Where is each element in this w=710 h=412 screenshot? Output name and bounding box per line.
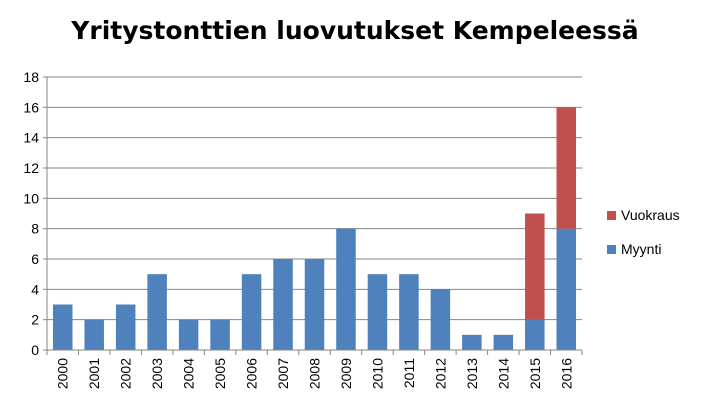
x-tick-label: 2009 <box>338 358 354 389</box>
x-tick-label: 2012 <box>432 358 448 389</box>
bar-myynti-2009 <box>336 228 356 350</box>
axes <box>43 76 583 355</box>
x-tick-label: 2013 <box>464 358 480 389</box>
x-tick-label: 2008 <box>307 358 323 389</box>
bar-myynti-2016 <box>556 228 577 350</box>
bar-myynti-2002 <box>115 304 136 350</box>
bar-myynti-2001 <box>84 319 104 350</box>
x-tick-label: 2011 <box>401 358 417 388</box>
bar-myynti-2010 <box>367 274 388 350</box>
x-tick-label: 2000 <box>55 358 71 389</box>
x-tick-label: 2001 <box>86 358 102 389</box>
bar-myynti-2005 <box>210 319 230 350</box>
y-tick-label: 12 <box>23 160 39 176</box>
x-tick-label: 2007 <box>275 358 291 389</box>
bar-myynti-2003 <box>147 274 167 350</box>
x-tick-label: 2014 <box>495 358 511 389</box>
x-tick-labels: 2000 2001 2002 2003 2004 2005 2006 2007 2008 2009… <box>55 358 575 389</box>
y-tick-label: 8 <box>31 221 39 237</box>
bar-myynti-2011 <box>399 274 419 350</box>
legend-label-myynti: Myynti <box>621 241 661 257</box>
bar-vuokraus-2016 <box>556 107 577 229</box>
x-tick-label: 2015 <box>527 358 543 389</box>
y-tick-label: 2 <box>31 312 39 328</box>
bar-myynti-2013 <box>462 334 482 350</box>
x-tick-label: 2016 <box>558 358 574 389</box>
bar-myynti-2012 <box>430 289 451 350</box>
y-tick-label: 4 <box>31 281 39 297</box>
bar-vuokraus-2015 <box>525 213 545 320</box>
bar-myynti-2007 <box>273 259 293 350</box>
legend-swatch-myynti <box>607 245 616 254</box>
x-tick-label: 2002 <box>118 358 134 389</box>
legend-label-vuokraus: Vuokraus <box>621 207 680 223</box>
y-tick-label: 16 <box>23 99 39 115</box>
bar-myynti-2006 <box>241 274 262 350</box>
x-tick-label: 2005 <box>212 358 228 389</box>
y-tick-label: 10 <box>23 190 39 206</box>
bar-myynti-2015 <box>525 319 545 350</box>
legend-swatch-vuokraus <box>607 211 616 220</box>
x-tick-label: 2010 <box>369 358 385 389</box>
bar-myynti-2008 <box>304 259 325 350</box>
bar-myynti-2004 <box>178 319 199 350</box>
y-tick-label: 18 <box>23 69 39 85</box>
bar-myynti-2000 <box>52 304 73 350</box>
y-tick-labels: 0 2 4 6 8 10 12 14 16 18 <box>23 69 39 358</box>
x-tick-label: 2004 <box>181 358 197 389</box>
bars <box>52 107 577 350</box>
y-tick-label: 6 <box>31 251 39 267</box>
chart-title: Yritystonttien luovutukset Kempeleessä <box>71 16 639 45</box>
bar-myynti-2014 <box>493 334 514 350</box>
x-tick-label: 2006 <box>244 358 260 389</box>
y-tick-label: 14 <box>23 130 39 146</box>
legend: Vuokraus Myynti <box>607 207 680 257</box>
y-tick-label: 0 <box>31 342 39 358</box>
x-tick-label: 2003 <box>149 358 165 389</box>
